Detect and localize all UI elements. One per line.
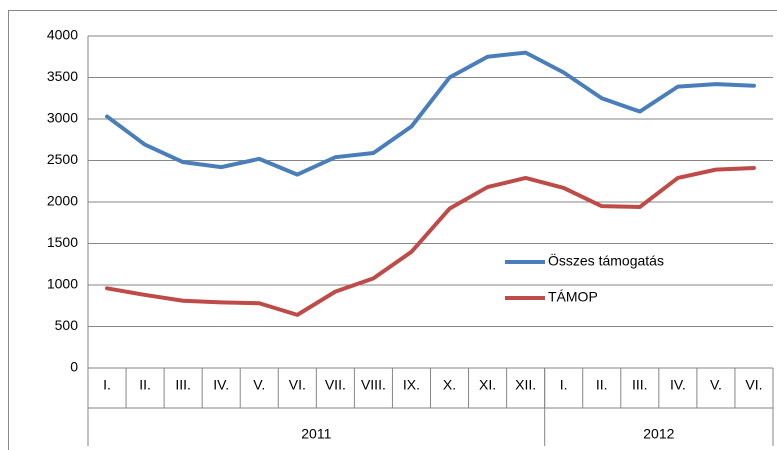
y-tick-label: 2500 (47, 151, 78, 167)
x-tick-label: II. (596, 377, 608, 393)
x-tick-label: IX. (403, 377, 420, 393)
group-label: 2011 (301, 426, 331, 442)
x-tick-label: VIII. (361, 377, 386, 393)
chart-frame (8, 10, 777, 450)
x-tick-label: VII. (325, 377, 346, 393)
x-tick-label: XII. (515, 377, 536, 393)
y-tick-label: 500 (55, 317, 79, 333)
x-tick-label: I. (103, 377, 111, 393)
x-tick-label: V. (253, 377, 265, 393)
legend-label: Összes támogatás (548, 252, 664, 269)
series-line (105, 50, 756, 177)
x-tick-label: IV. (213, 377, 229, 393)
legend-label: TÁMOP (548, 289, 598, 305)
y-tick-label: 3000 (47, 110, 78, 126)
y-tick-label: 1000 (47, 276, 78, 292)
group-label: 2012 (643, 426, 674, 442)
series-line (105, 165, 756, 317)
y-tick-label: 1500 (47, 234, 78, 250)
y-tick-label: 2000 (47, 193, 78, 209)
x-tick-label: X. (443, 377, 456, 393)
x-tick-label: III. (175, 377, 191, 393)
x-tick-label: III. (632, 377, 648, 393)
x-tick-label: VI. (289, 377, 306, 393)
x-tick-label: XI. (479, 377, 496, 393)
x-tick-label: II. (139, 377, 151, 393)
x-tick-label: IV. (670, 377, 686, 393)
y-tick-label: 0 (70, 359, 78, 375)
x-tick-label: VI. (745, 377, 762, 393)
x-tick-label: I. (560, 377, 568, 393)
y-tick-label: 4000 (47, 27, 78, 43)
x-tick-label: V. (710, 377, 722, 393)
y-tick-label: 3500 (47, 68, 78, 84)
